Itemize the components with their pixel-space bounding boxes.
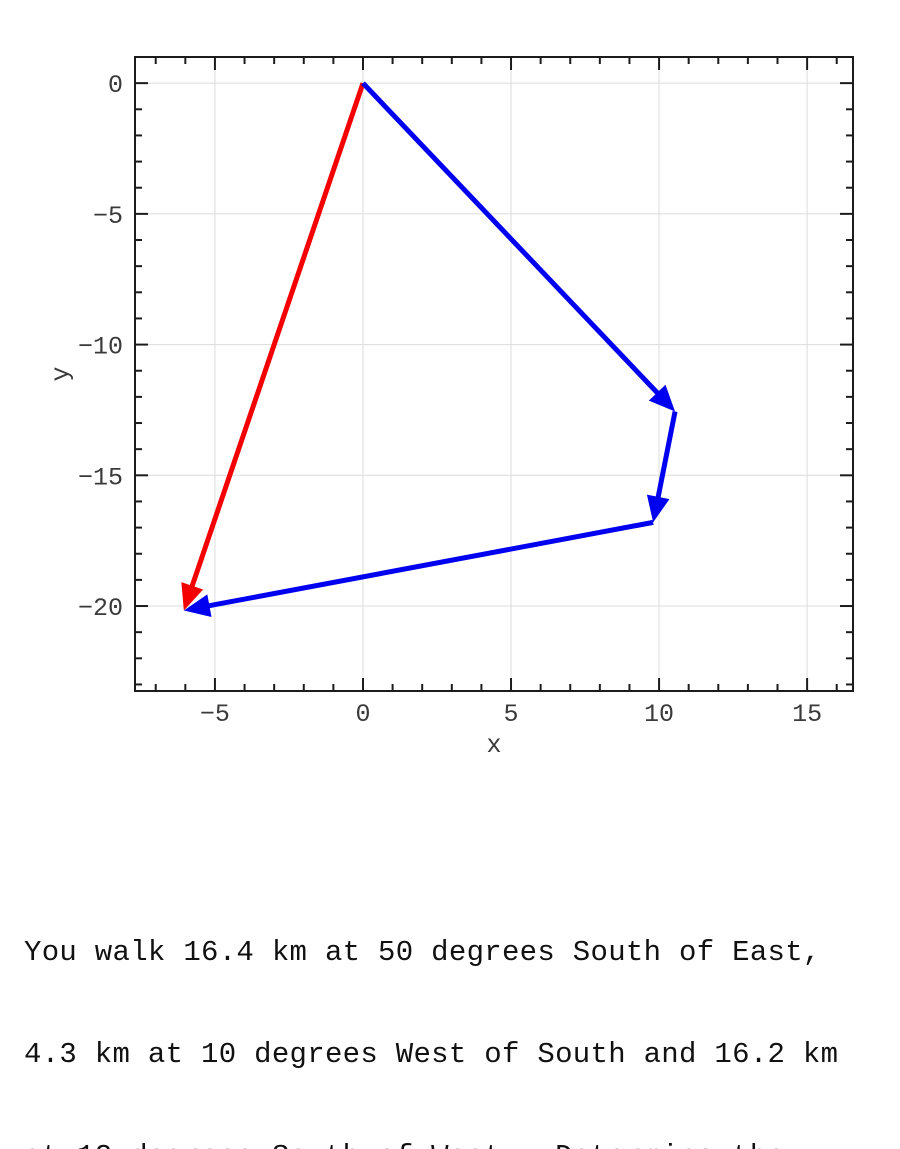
x-tick-label: 0 — [355, 700, 370, 729]
y-tick-label: −5 — [93, 202, 123, 231]
problem-line-3: at 12 degrees South of West. Determine t… — [24, 1140, 884, 1149]
resultant-vector-shaft — [186, 82, 366, 598]
walk-leg-vectors-arrowhead — [183, 594, 212, 617]
problem-text: You walk 16.4 km at 50 degrees South of … — [24, 868, 884, 1149]
walk-leg-vectors-shaft — [197, 519, 654, 611]
x-tick-label: 10 — [644, 700, 674, 729]
x-tick-label: 15 — [792, 700, 822, 729]
resultant-vector-arrowhead — [181, 582, 204, 611]
walk-leg-vectors-arrowhead — [648, 384, 676, 412]
y-tick-label: −10 — [78, 333, 123, 362]
chart-canvas: −5 0 5 10 15 0 −5 −10 −15 −20 x y — [47, 56, 854, 760]
y-tick-label: −20 — [78, 594, 123, 623]
y-tick-label: −15 — [78, 463, 123, 492]
axis-frame — [134, 56, 854, 692]
x-tick-label: 5 — [504, 700, 519, 729]
y-axis-label: y — [47, 366, 76, 381]
walk-leg-vectors-arrowhead — [646, 494, 670, 523]
problem-line-1: You walk 16.4 km at 50 degrees South of … — [24, 936, 821, 969]
vector-plot-figure: −5 0 5 10 15 0 −5 −10 −15 −20 x y — [47, 56, 854, 760]
walk-leg-vectors-shaft — [361, 81, 668, 403]
y-tick-label: 0 — [108, 71, 123, 100]
x-axis-label: x — [486, 731, 501, 760]
problem-line-2: 4.3 km at 10 degrees West of South and 1… — [24, 1038, 839, 1071]
x-tick-label: −5 — [200, 700, 230, 729]
walk-leg-vectors-shaft — [653, 411, 678, 509]
